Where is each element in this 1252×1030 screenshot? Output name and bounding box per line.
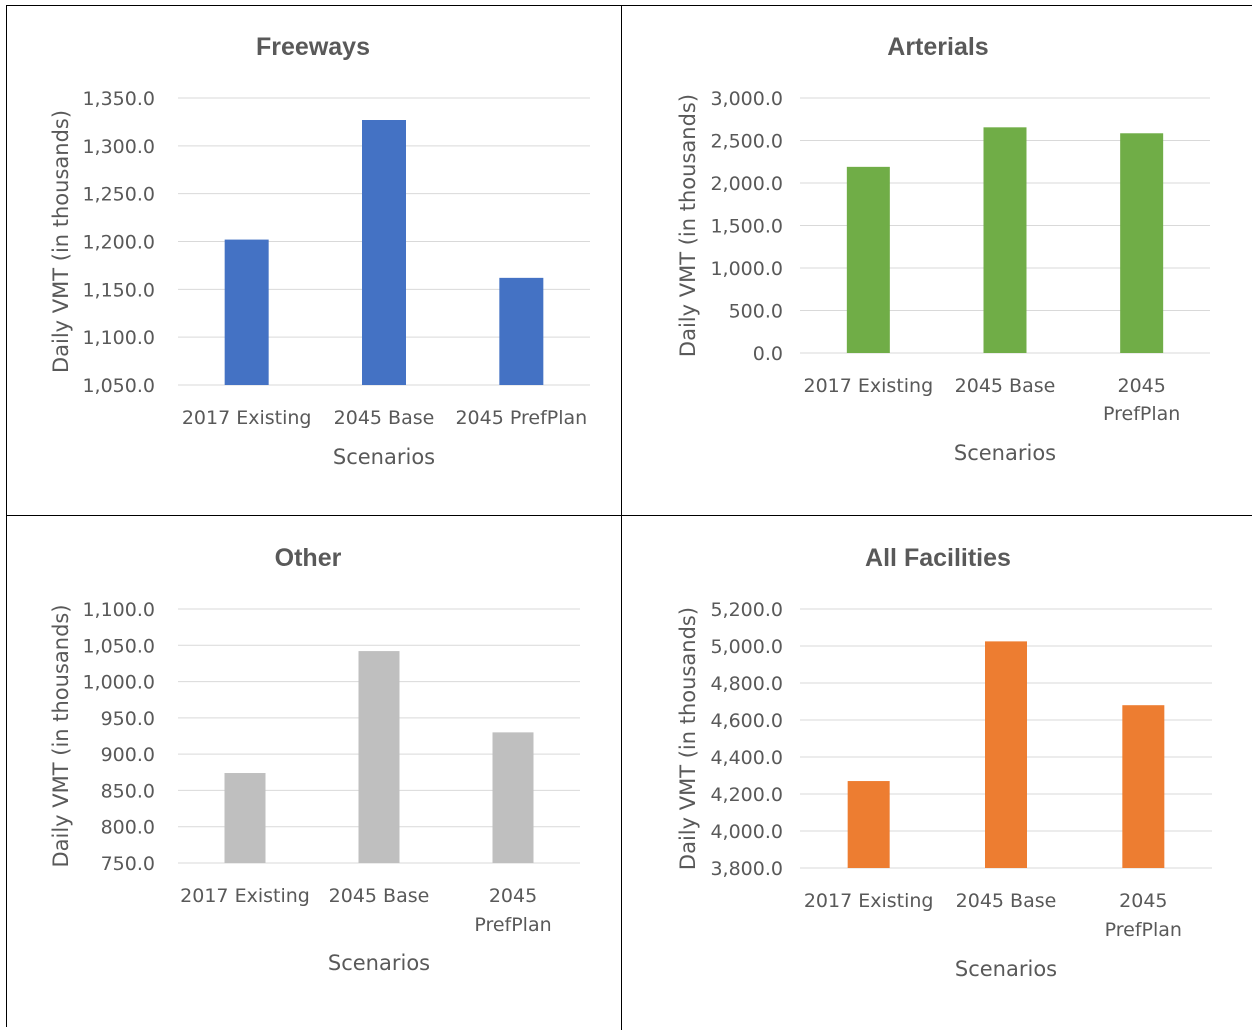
x-axis-title: Scenarios [333,445,435,469]
y-tick-label: 1,250.0 [82,184,155,206]
y-tick-label: 1,100.0 [82,327,155,349]
y-axis-title: Daily VMT (in thousands) [49,110,73,373]
y-tick-label: 950.0 [101,708,155,730]
y-tick-label: 1,200.0 [82,232,155,254]
chart-title: All Facilities [865,544,1011,572]
x-tick-label: 2017 Existing [182,407,312,429]
y-tick-label: 4,000.0 [710,821,783,843]
x-axis-title: Scenarios [954,441,1056,465]
x-tick-label: 2045 Base [334,407,435,429]
bar [492,732,534,863]
x-axis-title: Scenarios [955,957,1057,981]
x-tick-label: 2045 Base [956,890,1057,912]
x-tick-label: 2045 [1117,375,1165,397]
table-border-middle-vertical [621,5,622,1030]
x-tick-label: PrefPlan [1103,403,1180,425]
bar [224,773,266,863]
bar [499,277,544,385]
y-tick-label: 1,050.0 [82,375,155,397]
bar [224,239,269,385]
x-axis-title: Scenarios [328,951,430,975]
y-axis-title: Daily VMT (in thousands) [676,607,700,870]
y-tick-label: 4,800.0 [710,673,783,695]
x-tick-label: 2045 Base [329,885,430,907]
y-tick-label: 1,300.0 [82,136,155,158]
bar [1120,133,1164,353]
x-tick-label: 2017 Existing [804,375,934,397]
bar [358,651,400,863]
y-tick-label: 1,150.0 [82,279,155,301]
x-tick-label: 2045 Base [955,375,1056,397]
table-border-middle-horizontal [6,515,1252,516]
y-tick-label: 1,000.0 [710,258,783,280]
y-tick-label: 5,000.0 [710,636,783,658]
x-tick-label: PrefPlan [1105,919,1182,941]
y-tick-label: 850.0 [101,780,155,802]
y-tick-label: 1,100.0 [82,599,155,621]
y-axis-title: Daily VMT (in thousands) [676,94,700,357]
y-tick-label: 2,000.0 [710,173,783,195]
table-border-left [6,5,7,1027]
x-tick-label: 2045 PrefPlan [455,407,587,429]
y-tick-label: 1,500.0 [710,216,783,238]
y-tick-label: 4,200.0 [710,784,783,806]
y-tick-label: 2,500.0 [710,131,783,153]
y-tick-label: 4,600.0 [710,710,783,732]
table-border-top [6,5,1252,6]
y-tick-label: 4,400.0 [710,747,783,769]
y-tick-label: 500.0 [729,301,783,323]
bar [1122,705,1165,868]
y-tick-label: 1,000.0 [82,672,155,694]
bar [983,127,1027,353]
y-axis-title: Daily VMT (in thousands) [49,604,73,867]
y-tick-label: 900.0 [101,744,155,766]
y-tick-label: 1,050.0 [82,635,155,657]
y-tick-label: 750.0 [101,853,155,875]
x-tick-label: 2045 [489,885,537,907]
bar [362,120,406,386]
x-tick-label: 2045 [1119,890,1167,912]
y-tick-label: 5,200.0 [710,599,783,621]
chart-title: Arterials [887,33,988,61]
bar [846,166,890,353]
x-tick-label: 2017 Existing [180,885,310,907]
x-tick-label: PrefPlan [474,914,551,936]
y-tick-label: 0.0 [753,343,783,365]
y-tick-label: 800.0 [101,817,155,839]
y-tick-label: 1,350.0 [82,88,155,110]
y-tick-label: 3,800.0 [710,858,783,880]
chart-title: Other [275,544,342,572]
x-tick-label: 2017 Existing [804,890,934,912]
y-tick-label: 3,000.0 [710,88,783,110]
chart-title: Freeways [256,33,370,61]
bar [847,781,890,868]
bar [985,641,1027,868]
